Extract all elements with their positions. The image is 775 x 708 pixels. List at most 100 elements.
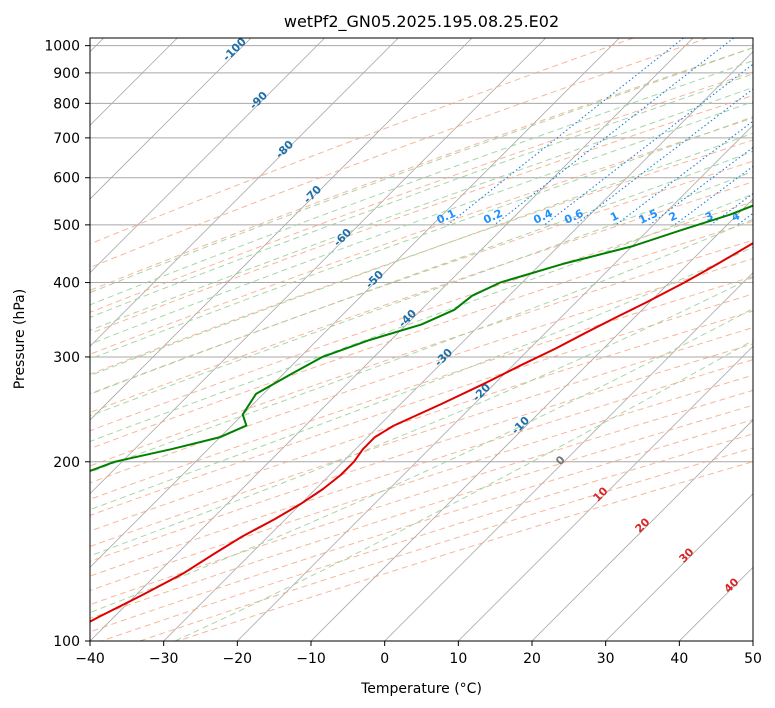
mixing-ratio-label: 1 [608,209,620,224]
moist-adiabat-label: 30 [677,545,697,565]
dry-adiabat-label: -10 [509,414,532,437]
dry-adiabat [90,38,634,245]
dry-adiabat [90,343,753,563]
moist-adiabat [90,86,753,331]
moist-adiabat [90,308,753,614]
dry-adiabat [90,38,708,269]
isotherm-line [605,493,753,641]
y-tick-label: 1000 [44,39,80,55]
mixing-ratio-line [615,120,753,226]
y-tick-label: 500 [53,218,80,234]
dry-adiabat [90,389,753,606]
isotherm-line [384,272,753,641]
dry-adiabat-label: -80 [273,138,296,161]
y-tick-label: 300 [53,350,80,366]
mixing-ratio-label: 6 [768,209,775,224]
y-axis: 100 200 300 400 500 600 700 800 900 1000 [44,39,90,650]
y-tick-label: 600 [53,171,80,187]
dry-adiabat [90,327,753,548]
moist-adiabat-label: 40 [722,575,742,595]
mixing-ratio-label: 0.6 [562,207,585,227]
moist-adiabat [174,339,753,641]
x-tick-label: 50 [744,651,762,667]
dry-adiabat [90,275,753,500]
moist-adiabat [90,116,753,360]
moist-adiabat [90,132,753,377]
moist-adiabat [90,170,753,417]
y-tick-label: 700 [53,131,80,147]
dry-adiabat [90,359,753,577]
isotherm-line [90,38,473,421]
dry-adiabat [90,239,753,467]
isotherm-line [90,38,694,641]
moist-adiabat [90,47,753,294]
chart-title: wetPf2_GN05.2025.195.08.25.E02 [284,12,559,32]
mixing-ratio-line [494,38,734,226]
isotherm-line [237,124,753,641]
dry-adiabat-label: -100 [220,35,249,64]
dry-adiabat-label: -90 [247,89,270,112]
dry-adiabat [90,374,753,592]
mixing-ratio-line [710,192,753,226]
dry-adiabat [101,433,753,641]
x-tick-label: −20 [223,651,253,667]
dry-adiabat [90,139,753,375]
x-tick-label: 20 [523,651,541,667]
dry-adiabat [90,71,753,313]
mixing-ratio-line [674,165,753,226]
dry-adiabat [90,160,753,395]
isotherm-line [90,38,325,274]
moist-adiabat [90,246,753,511]
x-axis: −40 −30 −20 −10 0 10 20 30 40 50 [75,641,762,667]
y-axis-label: Pressure (hPa) [12,289,28,389]
dry-adiabat-label: -50 [363,268,386,291]
isotherm-line [90,38,620,568]
x-tick-label: 10 [449,651,467,667]
moist-adiabat [90,73,753,318]
y-tick-label: 800 [53,96,80,112]
isotherm-line [310,198,753,641]
y-tick-label: 200 [53,455,80,471]
dry-adiabat [90,94,753,335]
dry-adiabat [90,293,753,516]
isotherm-line [90,38,546,495]
x-tick-label: −40 [75,651,105,667]
moist-adiabat [90,276,753,557]
profiles [90,204,753,623]
moist-adiabat [90,218,753,473]
dry-adiabat [90,257,753,484]
mixing-ratio-line [736,212,753,226]
x-tick-label: 0 [380,651,389,667]
x-tick-label: 40 [670,651,688,667]
dry-adiabat-label: -30 [432,346,455,369]
x-tick-label: −10 [296,651,326,667]
mixing-ratio-label: 2 [667,209,679,224]
x-axis-label: Temperature (°C) [360,681,482,697]
background-lines [90,38,753,641]
x-tick-label: −30 [149,651,179,667]
isotherm-line [531,419,753,641]
moist-adiabat-label: 20 [633,515,653,535]
y-tick-label: 400 [53,276,80,292]
dry-adiabat [90,404,753,619]
isotherm-line [752,640,753,641]
isotherm-line [458,345,753,641]
mixing-ratio-line [447,38,684,226]
dry-adiabat [90,47,753,291]
dry-adiabat [90,201,753,432]
moist-adiabat [90,150,753,395]
y-tick-label: 100 [53,634,80,650]
dry-adiabat [90,181,753,413]
plot-frame [89,37,754,642]
moist-adiabat-label: 10 [591,484,611,504]
x-tick-label: 30 [597,651,615,667]
dry-adiabat [90,117,753,355]
dry-adiabat-label: -70 [301,183,324,206]
mixing-ratio-label: 1.5 [637,207,660,227]
dry-adiabat [90,220,753,450]
dewpoint-profile [90,204,753,473]
isotherm-line [163,51,753,641]
mixing-ratio-label: 0.4 [531,207,554,227]
moist-adiabat [90,101,753,345]
